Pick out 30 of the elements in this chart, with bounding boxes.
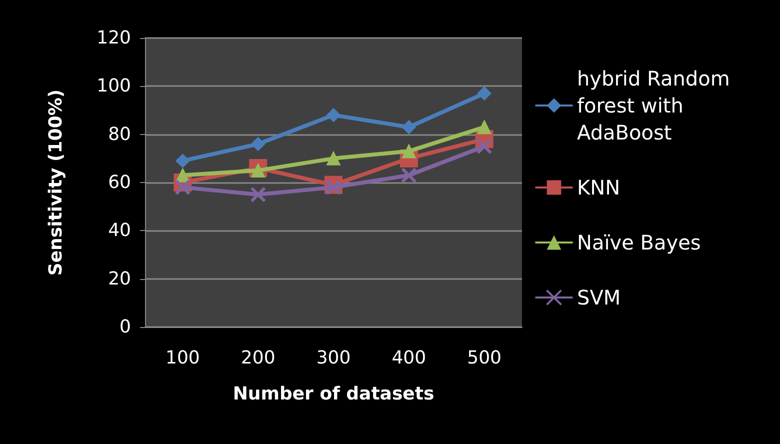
point (326, 179, 342, 196)
y-tick-label: 120 (96, 28, 131, 48)
point (326, 151, 340, 166)
point (174, 179, 191, 196)
legend-label: hybrid Random forest with AdaBoost (577, 66, 736, 144)
x-tick-label: 300 (316, 348, 351, 368)
x-tick-label: 500 (467, 348, 502, 368)
legend-label: Naïve Bayes (577, 230, 701, 254)
y-tick-label: 80 (108, 124, 131, 145)
point (326, 108, 340, 122)
point (476, 138, 492, 154)
y-axis-title: Sensitivity (100%) (46, 89, 66, 276)
legend-label: SVM (577, 286, 621, 310)
x-tick-label: 400 (392, 348, 426, 368)
point (400, 167, 417, 184)
point (402, 120, 416, 134)
y-tick-label: 40 (108, 220, 131, 242)
point (176, 154, 190, 168)
legend-label: KNN (577, 176, 620, 200)
x-tick-label: 100 (166, 348, 200, 368)
y-tick-label: 20 (108, 268, 131, 290)
x-tick-label: 200 (240, 348, 276, 368)
y-tick-label: 60 (108, 172, 131, 193)
y-tick-label: 0 (120, 316, 131, 338)
point (250, 186, 266, 203)
y-tick-label: 100 (96, 76, 131, 97)
point (477, 120, 492, 134)
point (477, 86, 492, 100)
point (251, 136, 266, 151)
x-axis-title: Number of datasets (232, 384, 434, 404)
